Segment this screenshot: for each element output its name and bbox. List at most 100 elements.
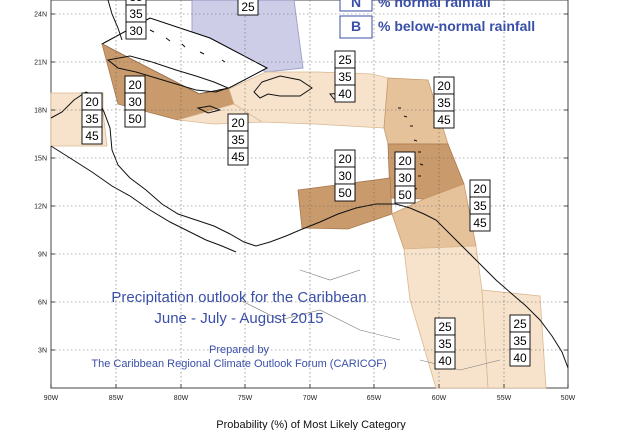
forecast-value: 45: [85, 129, 99, 143]
lat-tick-label: 6N: [38, 300, 47, 307]
forecast-box-suriname-fr-guiana: 25 35 40: [509, 314, 531, 367]
forecast-value: 20: [338, 152, 352, 166]
forecast-box-hispaniola-pr: 25 35 40: [334, 50, 356, 103]
lon-tick-label: 75W: [238, 395, 253, 402]
forecast-value: 40: [513, 351, 527, 365]
lat-tick-label: 3N: [38, 348, 47, 355]
lat-tick-label: 15N: [34, 156, 47, 163]
forecast-box-central-caribbean: 20 35 45: [227, 113, 249, 166]
forecast-value: 35: [438, 337, 452, 351]
legend-key-n: N: [339, 0, 373, 12]
central-america-pacific: [50, 145, 237, 253]
footer-caption: Probability (%) of Most Likely Category: [216, 419, 406, 430]
hispaniola-coast: [253, 75, 313, 99]
forecast-value: 25: [513, 317, 527, 331]
forecast-value: 40: [438, 354, 452, 368]
forecast-value: 35: [437, 96, 451, 110]
legend-key-b-text: B: [351, 18, 361, 34]
cuba-coast: [106, 55, 230, 93]
forecast-value: 30: [398, 171, 412, 185]
forecast-value: 25: [338, 53, 352, 67]
forecast-cell: [394, 185, 416, 204]
forecast-cell: [124, 109, 146, 128]
forecast-box-cuba-jamaica: 20 30 50: [124, 75, 146, 128]
forecast-box-bahamas: 35 35 30: [125, 0, 147, 40]
lesser-antilles: [398, 107, 424, 190]
forecast-value: 35: [85, 112, 99, 126]
forecast-value: 45: [437, 113, 451, 127]
forecast-value: 20: [128, 78, 142, 92]
forecast-value: 50: [398, 188, 412, 202]
lat-tick-label: 24N: [34, 12, 47, 19]
forum-name: The Caribbean Regional Climate Outlook F…: [91, 358, 386, 370]
forecast-value: 20: [398, 154, 412, 168]
forecast-cell: [125, 21, 147, 40]
bahamas-islands: [149, 29, 226, 63]
lon-tick-label: 80W: [174, 395, 189, 402]
forecast-value: 35: [231, 133, 245, 147]
region-abc: [297, 177, 393, 230]
graticule: [51, 0, 568, 388]
forecast-cell: [434, 351, 456, 370]
legend: N % normal rainfall B % below-normal rai…: [339, 0, 535, 39]
forecast-boxes: 3535302520354520305025354020354520354520…: [81, 0, 531, 370]
forecast-box-n-atlantic: 25: [237, 0, 259, 16]
forecast-box-belize-honduras-west: 20 35 45: [81, 92, 103, 145]
forecast-value: 45: [473, 216, 487, 230]
prepared-by: Prepared by: [209, 344, 269, 356]
lon-tick-label: 50W: [561, 395, 576, 402]
forecast-box-trinidad-tobago: 20 35 45: [469, 179, 491, 232]
map-title-line1: Precipitation outlook for the Caribbean: [111, 289, 366, 306]
forecast-cell: [81, 126, 103, 145]
longitude-ticks: 90W 85W 80W 75W 70W 65W 60W 55W 50W: [44, 384, 576, 402]
forecast-value: 45: [231, 150, 245, 164]
forecast-box-leeward-islands: 20 35 45: [433, 76, 455, 129]
forecast-value: 40: [338, 87, 352, 101]
forecast-value: 35: [473, 199, 487, 213]
forecast-value: 20: [473, 182, 487, 196]
lon-tick-label: 55W: [497, 395, 512, 402]
map-title-line2: June - July - August 2015: [154, 310, 323, 327]
forecast-value: 35: [338, 70, 352, 84]
lat-tick-label: 18N: [34, 108, 47, 115]
forecast-box-guyana: 25 35 40: [434, 317, 456, 370]
lon-tick-label: 60W: [432, 395, 447, 402]
florida-coast: [107, 0, 123, 41]
forecast-cell: [227, 147, 249, 166]
lon-tick-label: 70W: [303, 395, 318, 402]
forecast-box-windward-islands: 20 30 50: [394, 151, 416, 204]
lon-tick-label: 85W: [109, 395, 124, 402]
forecast-value: 35: [129, 0, 143, 4]
lon-tick-label: 90W: [44, 395, 59, 402]
forecast-cell: [237, 0, 259, 16]
forecast-value: 50: [338, 186, 352, 200]
latitude-ticks: 24N 21N 18N 15N 12N 9N 6N 3N: [34, 12, 568, 355]
forecast-cell: [433, 110, 455, 129]
forecast-value: 25: [438, 320, 452, 334]
forecast-cell: [334, 183, 356, 202]
forecast-cell: [334, 84, 356, 103]
south-america-coast: [299, 203, 569, 369]
lat-tick-label: 21N: [34, 60, 47, 67]
legend-label-normal: % normal rainfall: [378, 0, 491, 10]
forecast-value: 35: [513, 334, 527, 348]
legend-label-below: % below-normal rainfall: [378, 18, 535, 34]
lon-tick-label: 65W: [367, 395, 382, 402]
legend-key-n-text: N: [351, 0, 361, 10]
forecast-value: 50: [128, 112, 142, 126]
lat-tick-label: 12N: [34, 204, 47, 211]
forecast-value: 30: [128, 95, 142, 109]
forecast-cell: [469, 213, 491, 232]
forecast-cell: [509, 348, 531, 367]
forecast-box-abc-islands: 20 30 50: [334, 149, 356, 202]
forecast-value: 20: [437, 79, 451, 93]
forecast-value: 20: [85, 95, 99, 109]
forecast-value: 35: [129, 7, 143, 21]
lat-tick-label: 9N: [38, 252, 47, 259]
forecast-value: 20: [231, 116, 245, 130]
forecast-value: 30: [338, 169, 352, 183]
legend-key-b: B: [339, 15, 373, 39]
forecast-value: 25: [241, 0, 255, 14]
forecast-value: 30: [129, 24, 143, 38]
